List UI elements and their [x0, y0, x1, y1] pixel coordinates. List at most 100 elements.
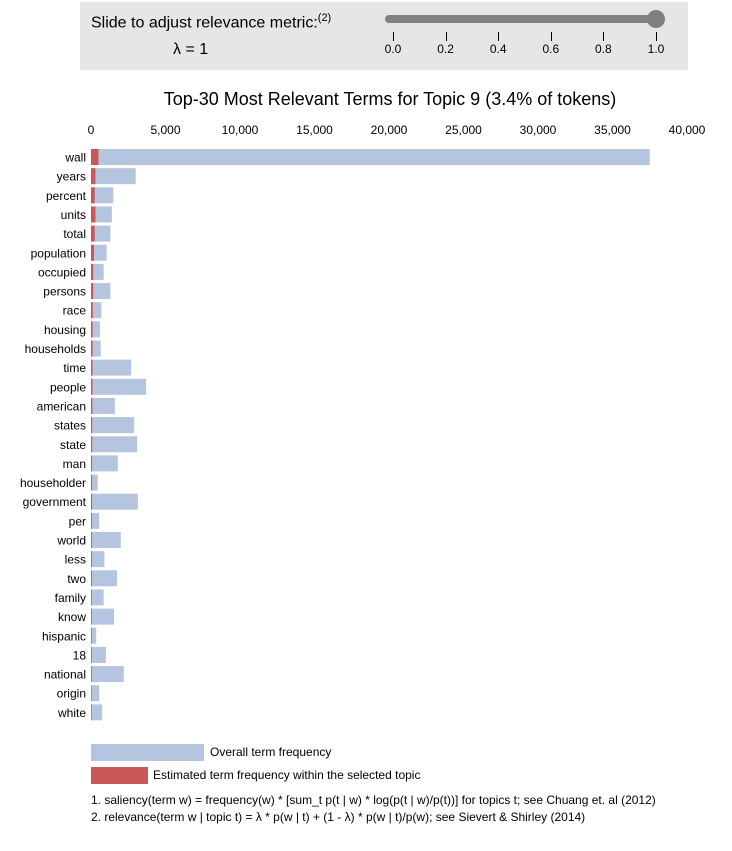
- term-label[interactable]: hispanic: [42, 629, 86, 643]
- term-label[interactable]: years: [57, 170, 86, 184]
- term-label[interactable]: households: [25, 342, 86, 356]
- bar-topic-frequency[interactable]: [91, 666, 92, 683]
- slider-tick-mark: [393, 32, 394, 41]
- bar-topic-frequency[interactable]: [91, 187, 95, 204]
- bar-overall-frequency[interactable]: [91, 608, 115, 625]
- term-label[interactable]: people: [50, 380, 86, 394]
- term-label[interactable]: population: [31, 246, 86, 260]
- x-tick-label: 15,000: [296, 123, 333, 137]
- bar-overall-frequency[interactable]: [91, 187, 114, 204]
- bar-topic-frequency[interactable]: [91, 685, 92, 702]
- bar-overall-frequency[interactable]: [91, 436, 138, 453]
- x-tick-label: 25,000: [445, 123, 482, 137]
- bar-overall-frequency[interactable]: [91, 455, 118, 472]
- bar-overall-frequency[interactable]: [91, 493, 138, 510]
- bar-topic-frequency[interactable]: [91, 608, 92, 625]
- lambda-value: λ = 1: [173, 41, 209, 58]
- bar-overall-frequency[interactable]: [91, 627, 97, 644]
- term-label[interactable]: world: [56, 534, 86, 548]
- term-label[interactable]: states: [54, 419, 86, 433]
- term-label[interactable]: american: [37, 399, 86, 413]
- term-label[interactable]: know: [58, 610, 86, 624]
- term-label[interactable]: housing: [44, 323, 86, 337]
- bar-topic-frequency[interactable]: [91, 321, 93, 338]
- bar-topic-frequency[interactable]: [91, 340, 93, 357]
- bar-topic-frequency[interactable]: [91, 570, 92, 587]
- slider-track[interactable]: [385, 15, 662, 23]
- bar-overall-frequency[interactable]: [91, 532, 121, 548]
- term-label[interactable]: per: [69, 514, 86, 528]
- term-label[interactable]: man: [63, 457, 86, 471]
- bar-topic-frequency[interactable]: [91, 359, 93, 376]
- x-tick-label: 30,000: [520, 123, 557, 137]
- bar-topic-frequency[interactable]: [91, 302, 93, 319]
- bar-topic-frequency[interactable]: [91, 206, 96, 223]
- bar-overall-frequency[interactable]: [91, 149, 650, 165]
- bar-overall-frequency[interactable]: [91, 474, 98, 491]
- term-label[interactable]: wall: [64, 151, 86, 165]
- slider-tick-mark: [656, 32, 657, 41]
- bar-overall-frequency[interactable]: [91, 302, 102, 319]
- bar-overall-frequency[interactable]: [91, 378, 147, 395]
- term-label[interactable]: persons: [43, 285, 86, 299]
- bar-topic-frequency[interactable]: [91, 474, 93, 491]
- bar-overall-frequency[interactable]: [91, 321, 100, 338]
- bar-topic-frequency[interactable]: [91, 704, 92, 721]
- term-label[interactable]: white: [57, 706, 86, 720]
- term-label[interactable]: time: [63, 361, 86, 375]
- bar-topic-frequency[interactable]: [91, 436, 93, 453]
- x-tick-label: 0: [88, 123, 95, 137]
- bar-topic-frequency[interactable]: [91, 397, 93, 414]
- bar-overall-frequency[interactable]: [91, 168, 136, 185]
- bar-topic-frequency[interactable]: [91, 244, 94, 261]
- term-label[interactable]: householder: [20, 476, 86, 490]
- bar-overall-frequency[interactable]: [91, 512, 100, 529]
- bar-overall-frequency[interactable]: [91, 206, 112, 223]
- term-label[interactable]: total: [63, 227, 86, 241]
- term-label[interactable]: 18: [73, 648, 87, 662]
- bar-topic-frequency[interactable]: [91, 493, 93, 510]
- bar-overall-frequency[interactable]: [91, 589, 104, 606]
- bar-overall-frequency[interactable]: [91, 417, 135, 434]
- bar-overall-frequency[interactable]: [91, 263, 104, 280]
- bar-topic-frequency[interactable]: [91, 263, 94, 280]
- term-label[interactable]: percent: [46, 189, 87, 203]
- term-label[interactable]: state: [60, 438, 86, 452]
- bar-overall-frequency[interactable]: [91, 397, 115, 414]
- bar-overall-frequency[interactable]: [91, 704, 103, 721]
- bar-topic-frequency[interactable]: [91, 627, 92, 644]
- bar-overall-frequency[interactable]: [91, 551, 105, 568]
- term-label[interactable]: government: [23, 495, 87, 509]
- bar-topic-frequency[interactable]: [91, 551, 92, 568]
- bar-overall-frequency[interactable]: [91, 685, 100, 702]
- term-label[interactable]: race: [63, 304, 87, 318]
- bar-topic-frequency[interactable]: [91, 283, 94, 300]
- term-label[interactable]: occupied: [38, 265, 86, 279]
- bar-overall-frequency[interactable]: [91, 283, 111, 300]
- bar-overall-frequency[interactable]: [91, 570, 118, 587]
- bar-topic-frequency[interactable]: [91, 149, 99, 165]
- term-label[interactable]: units: [61, 208, 86, 222]
- bar-overall-frequency[interactable]: [91, 225, 111, 242]
- term-label[interactable]: two: [67, 572, 86, 586]
- bar-topic-frequency[interactable]: [91, 417, 93, 434]
- bar-topic-frequency[interactable]: [91, 455, 93, 472]
- term-label[interactable]: family: [55, 591, 86, 605]
- bar-overall-frequency[interactable]: [91, 666, 124, 683]
- slider-handle[interactable]: [647, 10, 665, 28]
- bar-overall-frequency[interactable]: [91, 340, 101, 357]
- bar-topic-frequency[interactable]: [91, 168, 96, 185]
- slider-title-text: Slide to adjust relevance metric:: [91, 14, 318, 32]
- bar-overall-frequency[interactable]: [91, 244, 107, 261]
- bar-topic-frequency[interactable]: [91, 512, 92, 529]
- term-label[interactable]: less: [65, 553, 86, 567]
- term-label[interactable]: origin: [57, 687, 86, 701]
- bar-topic-frequency[interactable]: [91, 646, 92, 663]
- bar-topic-frequency[interactable]: [91, 589, 92, 606]
- bar-topic-frequency[interactable]: [91, 225, 95, 242]
- bar-topic-frequency[interactable]: [91, 378, 93, 395]
- term-label[interactable]: national: [44, 668, 86, 682]
- bar-topic-frequency[interactable]: [91, 532, 92, 548]
- bar-overall-frequency[interactable]: [91, 646, 106, 663]
- bar-overall-frequency[interactable]: [91, 359, 132, 376]
